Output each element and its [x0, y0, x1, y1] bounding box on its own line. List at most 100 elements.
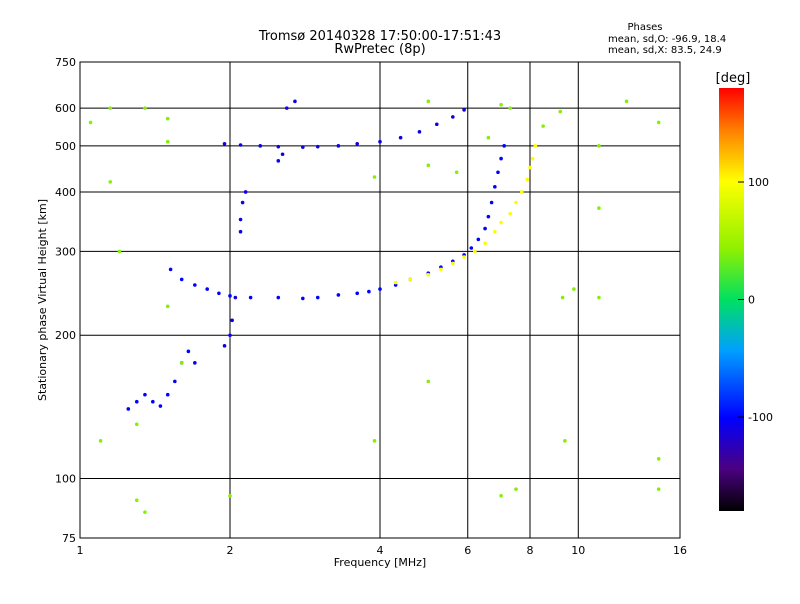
data-point	[355, 291, 359, 296]
data-point	[597, 144, 601, 148]
data-point	[462, 108, 466, 112]
stats-line-x: mean, sd,X: 83.5, 24.9	[608, 45, 722, 56]
data-point	[151, 399, 155, 404]
data-point	[143, 510, 147, 514]
y-tick-label: 400	[55, 186, 76, 199]
x-tick-label: 8	[527, 544, 534, 557]
data-point	[301, 296, 305, 301]
data-point	[476, 237, 481, 242]
data-point	[143, 392, 147, 397]
data-point	[656, 120, 661, 125]
y-tick-label: 75	[62, 532, 76, 545]
data-point	[426, 379, 431, 384]
data-point	[439, 267, 443, 272]
y-tick-label: 750	[55, 56, 76, 69]
data-point	[193, 361, 197, 365]
x-tick-label: 1	[77, 544, 84, 557]
data-point	[222, 141, 227, 146]
data-point	[499, 493, 503, 498]
data-point	[372, 175, 377, 179]
data-point	[563, 439, 567, 443]
data-point	[378, 287, 382, 291]
y-tick-label: 600	[55, 102, 76, 115]
data-point	[398, 135, 403, 140]
data-point	[656, 457, 661, 461]
x-tick-label: 16	[673, 544, 687, 557]
data-point	[378, 139, 382, 144]
data-point	[451, 115, 455, 119]
data-point	[233, 295, 238, 300]
data-point	[240, 200, 245, 205]
data-point	[367, 289, 371, 294]
data-point	[426, 272, 431, 277]
data-point	[284, 106, 289, 110]
x-axis-label: Frequency [MHz]	[334, 556, 426, 569]
data-point	[519, 190, 524, 194]
stats-line-o: mean, sd,O: -96.9, 18.4	[608, 34, 726, 45]
data-point	[228, 493, 232, 498]
grid-lines	[80, 62, 680, 538]
data-point	[134, 399, 139, 404]
data-point	[530, 156, 535, 161]
chart-subtitle: RwPretec (8p)	[334, 42, 425, 57]
data-point	[560, 295, 565, 300]
data-point	[179, 361, 184, 365]
data-point	[108, 106, 113, 110]
data-point	[98, 439, 103, 443]
data-point	[217, 291, 221, 296]
data-point	[473, 249, 477, 254]
y-tick-label: 200	[55, 329, 76, 342]
y-tick-label: 300	[55, 245, 76, 258]
data-point	[417, 130, 422, 134]
data-point	[222, 344, 227, 348]
data-point	[238, 229, 243, 234]
data-point	[230, 318, 234, 323]
data-point	[134, 422, 139, 427]
colorbar-label: [deg]	[716, 71, 751, 86]
data-point	[486, 135, 491, 140]
data-point	[88, 120, 93, 125]
data-point	[293, 99, 297, 104]
data-point	[238, 217, 243, 222]
x-tick-label: 2	[227, 544, 234, 557]
data-point	[165, 304, 170, 309]
data-point	[489, 200, 494, 205]
data-point	[508, 211, 512, 216]
data-point	[258, 144, 263, 148]
data-point	[336, 293, 341, 297]
data-point	[426, 163, 431, 168]
data-point	[462, 255, 466, 259]
data-point	[228, 294, 232, 298]
data-point	[493, 229, 497, 234]
data-point	[165, 392, 170, 397]
data-point	[280, 152, 285, 157]
data-point	[541, 124, 545, 128]
data-point	[624, 99, 629, 104]
data-point	[483, 226, 487, 231]
data-point	[301, 145, 305, 149]
colorbar-tick-label: 0	[748, 294, 755, 307]
data-points	[88, 99, 661, 514]
data-point	[355, 141, 359, 146]
y-axis-label: Stationary phase Virtual Height [km]	[36, 199, 49, 401]
data-point	[525, 177, 530, 182]
data-point	[528, 165, 532, 170]
data-point	[315, 295, 320, 300]
data-point	[165, 139, 170, 144]
data-point	[143, 106, 147, 110]
x-tick-label: 4	[377, 544, 384, 557]
x-axis-ticks: 1 2 4 6 8 10 16	[77, 544, 688, 557]
data-point	[493, 185, 497, 189]
data-point	[533, 144, 538, 148]
y-tick-label: 100	[55, 473, 76, 486]
data-point	[276, 144, 281, 149]
data-point	[499, 156, 503, 161]
data-point	[126, 407, 131, 411]
data-point	[514, 200, 518, 205]
data-point	[496, 170, 500, 175]
data-point	[408, 277, 413, 282]
data-point	[276, 159, 281, 163]
data-point	[179, 277, 184, 282]
data-point	[597, 206, 601, 210]
